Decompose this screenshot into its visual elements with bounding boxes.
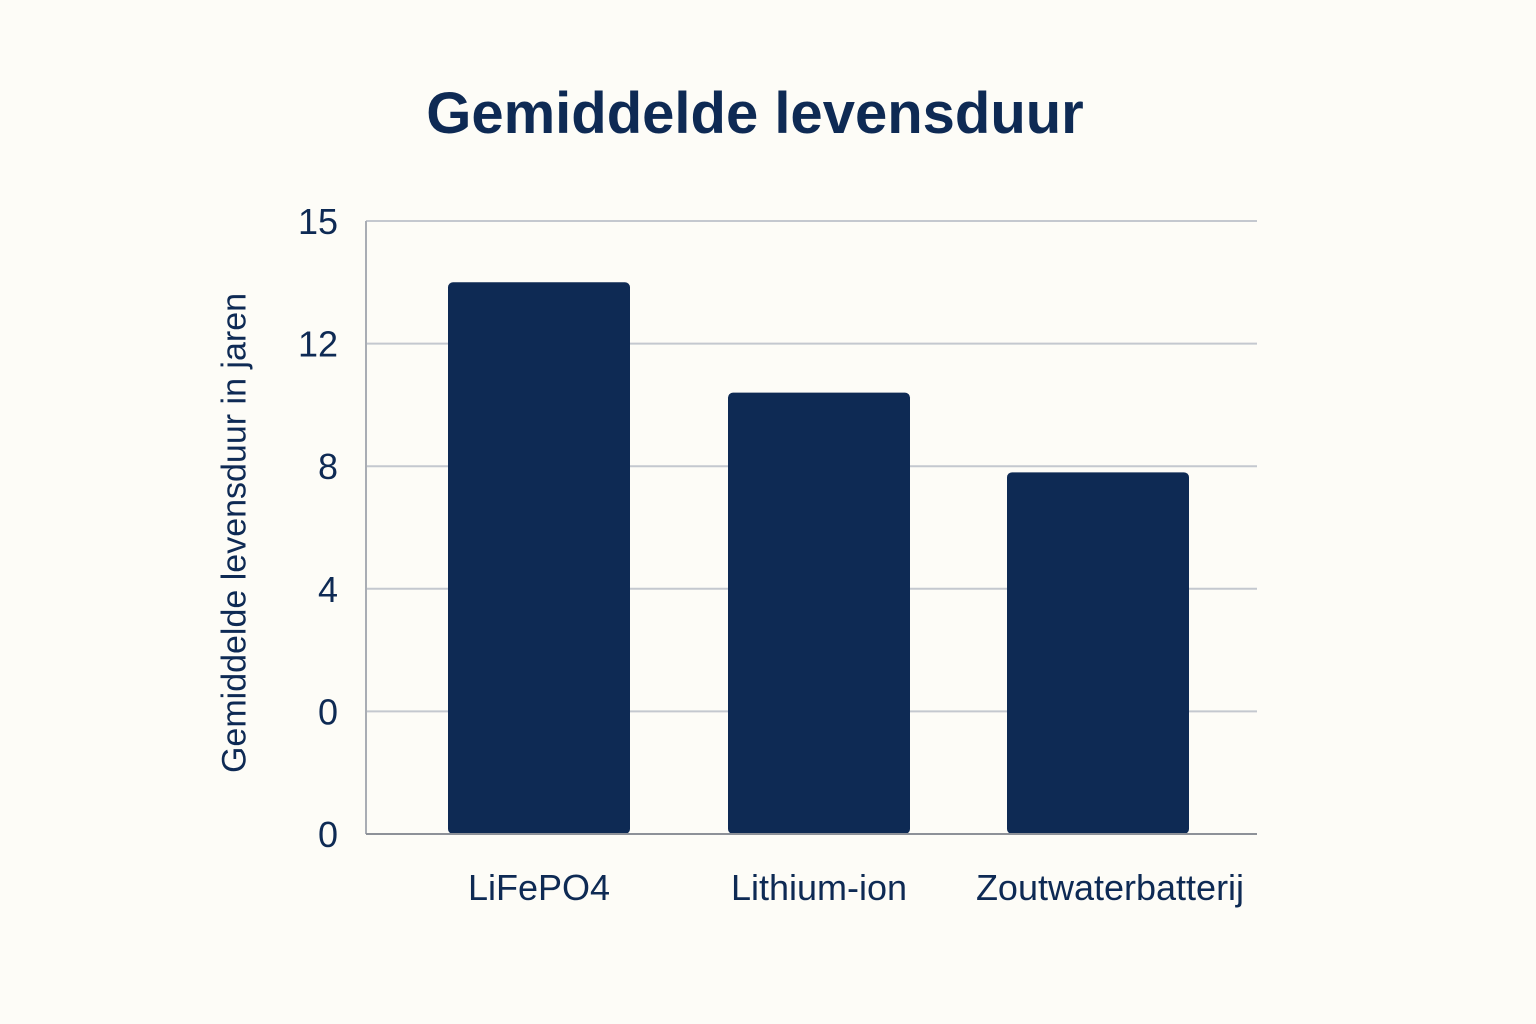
x-tick-label: Lithium-ion [731,867,907,908]
bar-lifepo4 [448,282,630,834]
x-tick-label: Zoutwaterbatterij [976,867,1244,908]
y-tick-label: 15 [298,201,338,242]
bar-zoutwaterbatterij [1007,472,1189,834]
y-tick-label: 4 [318,569,338,610]
y-tick-label: 0 [318,814,338,855]
y-tick-label: 0 [318,691,338,732]
y-tick-label: 8 [318,446,338,487]
chart-title: Gemiddelde levensduur [426,81,1084,146]
y-tick-label: 12 [298,324,338,365]
x-tick-label: LiFePO4 [468,867,610,908]
bar-lithium-ion [728,392,910,834]
